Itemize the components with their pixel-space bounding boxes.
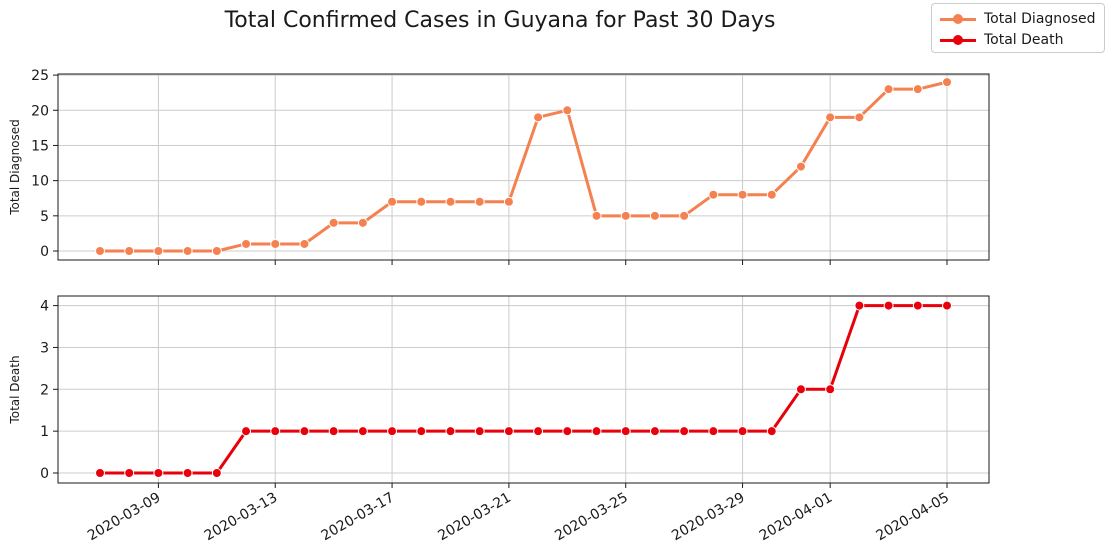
data-point-diagnosed [708,189,719,200]
axes-frame-diagnosed [57,73,990,261]
data-point-death [649,426,660,437]
x-tick-label: 2020-03-25 [552,490,630,545]
data-point-death [942,300,952,311]
y-tick-label: 4 [40,299,49,315]
data-point-diagnosed [562,105,573,116]
data-point-diagnosed [474,196,485,207]
data-point-death [445,426,456,437]
data-point-diagnosed [679,210,690,221]
x-tick-label: 2020-03-13 [202,490,280,545]
data-point-diagnosed [241,238,252,249]
legend-swatch-total-diagnosed [940,13,976,25]
y-tick-label: 15 [31,138,49,154]
data-point-death [387,426,398,437]
data-point-diagnosed [416,196,427,207]
data-point-death [299,426,310,437]
x-tick-label: 2020-03-17 [319,490,397,545]
y-tick-label: 5 [40,209,49,225]
data-point-death [533,426,544,437]
data-point-diagnosed [912,84,923,95]
y-tick-label: 25 [31,68,49,84]
data-point-death [766,426,777,437]
data-point-diagnosed [182,246,193,256]
data-point-diagnosed [649,210,660,221]
data-point-death [95,468,105,478]
series-line-diagnosed [100,80,948,253]
legend-item-total-diagnosed: Total Diagnosed [940,9,1096,29]
data-point-diagnosed [737,189,748,200]
legend: Total Diagnosed Total Death [931,3,1105,53]
y-tick-label: 2 [40,382,49,398]
data-point-diagnosed [854,112,865,123]
data-point-death [357,426,368,437]
data-point-death [620,426,631,437]
legend-label-total-death: Total Death [984,32,1064,48]
y-tick-label: 10 [31,174,49,190]
data-point-death [883,300,894,311]
y-tick-label: 0 [40,244,49,260]
data-point-diagnosed [620,210,631,221]
data-point-diagnosed [942,77,952,88]
data-point-death [182,468,193,478]
data-point-death [211,468,222,478]
data-point-death [270,426,281,437]
data-point-death [474,426,485,437]
data-point-death [503,426,514,437]
data-point-diagnosed [445,196,456,207]
data-point-diagnosed [153,246,164,256]
y-tick-label: 1 [40,424,49,440]
data-point-death [562,426,573,437]
data-point-diagnosed [124,246,135,256]
axes-frame-death [57,295,990,484]
data-point-death [241,426,252,437]
y-axis-label-death: Total Death [8,355,22,424]
x-tick-label: 2020-04-05 [874,490,952,545]
y-tick-label: 20 [31,103,49,119]
data-point-death [591,426,602,437]
x-tick-label: 2020-03-29 [669,490,747,545]
y-tick-label: 0 [40,466,49,482]
data-point-death [328,426,339,437]
data-point-diagnosed [795,161,806,172]
data-point-death [912,300,923,311]
x-tick-label: 2020-03-09 [85,490,163,545]
data-point-diagnosed [299,238,310,249]
data-point-diagnosed [766,189,777,200]
data-point-diagnosed [328,217,339,228]
data-point-death [124,468,135,478]
data-point-death [825,384,836,395]
data-point-diagnosed [591,210,602,221]
x-tick-label: 2020-04-01 [757,490,835,545]
data-point-death [708,426,719,437]
data-point-diagnosed [883,84,894,95]
data-point-diagnosed [357,217,368,228]
data-point-diagnosed [211,246,222,256]
data-point-diagnosed [270,238,281,249]
data-point-death [795,384,806,395]
data-point-diagnosed [95,246,105,256]
data-point-diagnosed [503,196,514,207]
y-axis-label-diagnosed: Total Diagnosed [8,119,22,216]
chart-title: Total Confirmed Cases in Guyana for Past… [224,8,776,33]
data-point-death [679,426,690,437]
legend-label-total-diagnosed: Total Diagnosed [984,11,1096,27]
data-point-diagnosed [387,196,398,207]
data-point-death [416,426,427,437]
legend-swatch-total-death [940,34,976,46]
x-tick-label: 2020-03-21 [435,490,513,545]
data-point-diagnosed [825,112,836,123]
data-point-death [737,426,748,437]
y-tick-label: 3 [40,340,49,356]
data-point-diagnosed [533,112,544,123]
data-point-death [153,468,164,478]
data-point-death [854,300,865,311]
legend-item-total-death: Total Death [940,30,1063,50]
